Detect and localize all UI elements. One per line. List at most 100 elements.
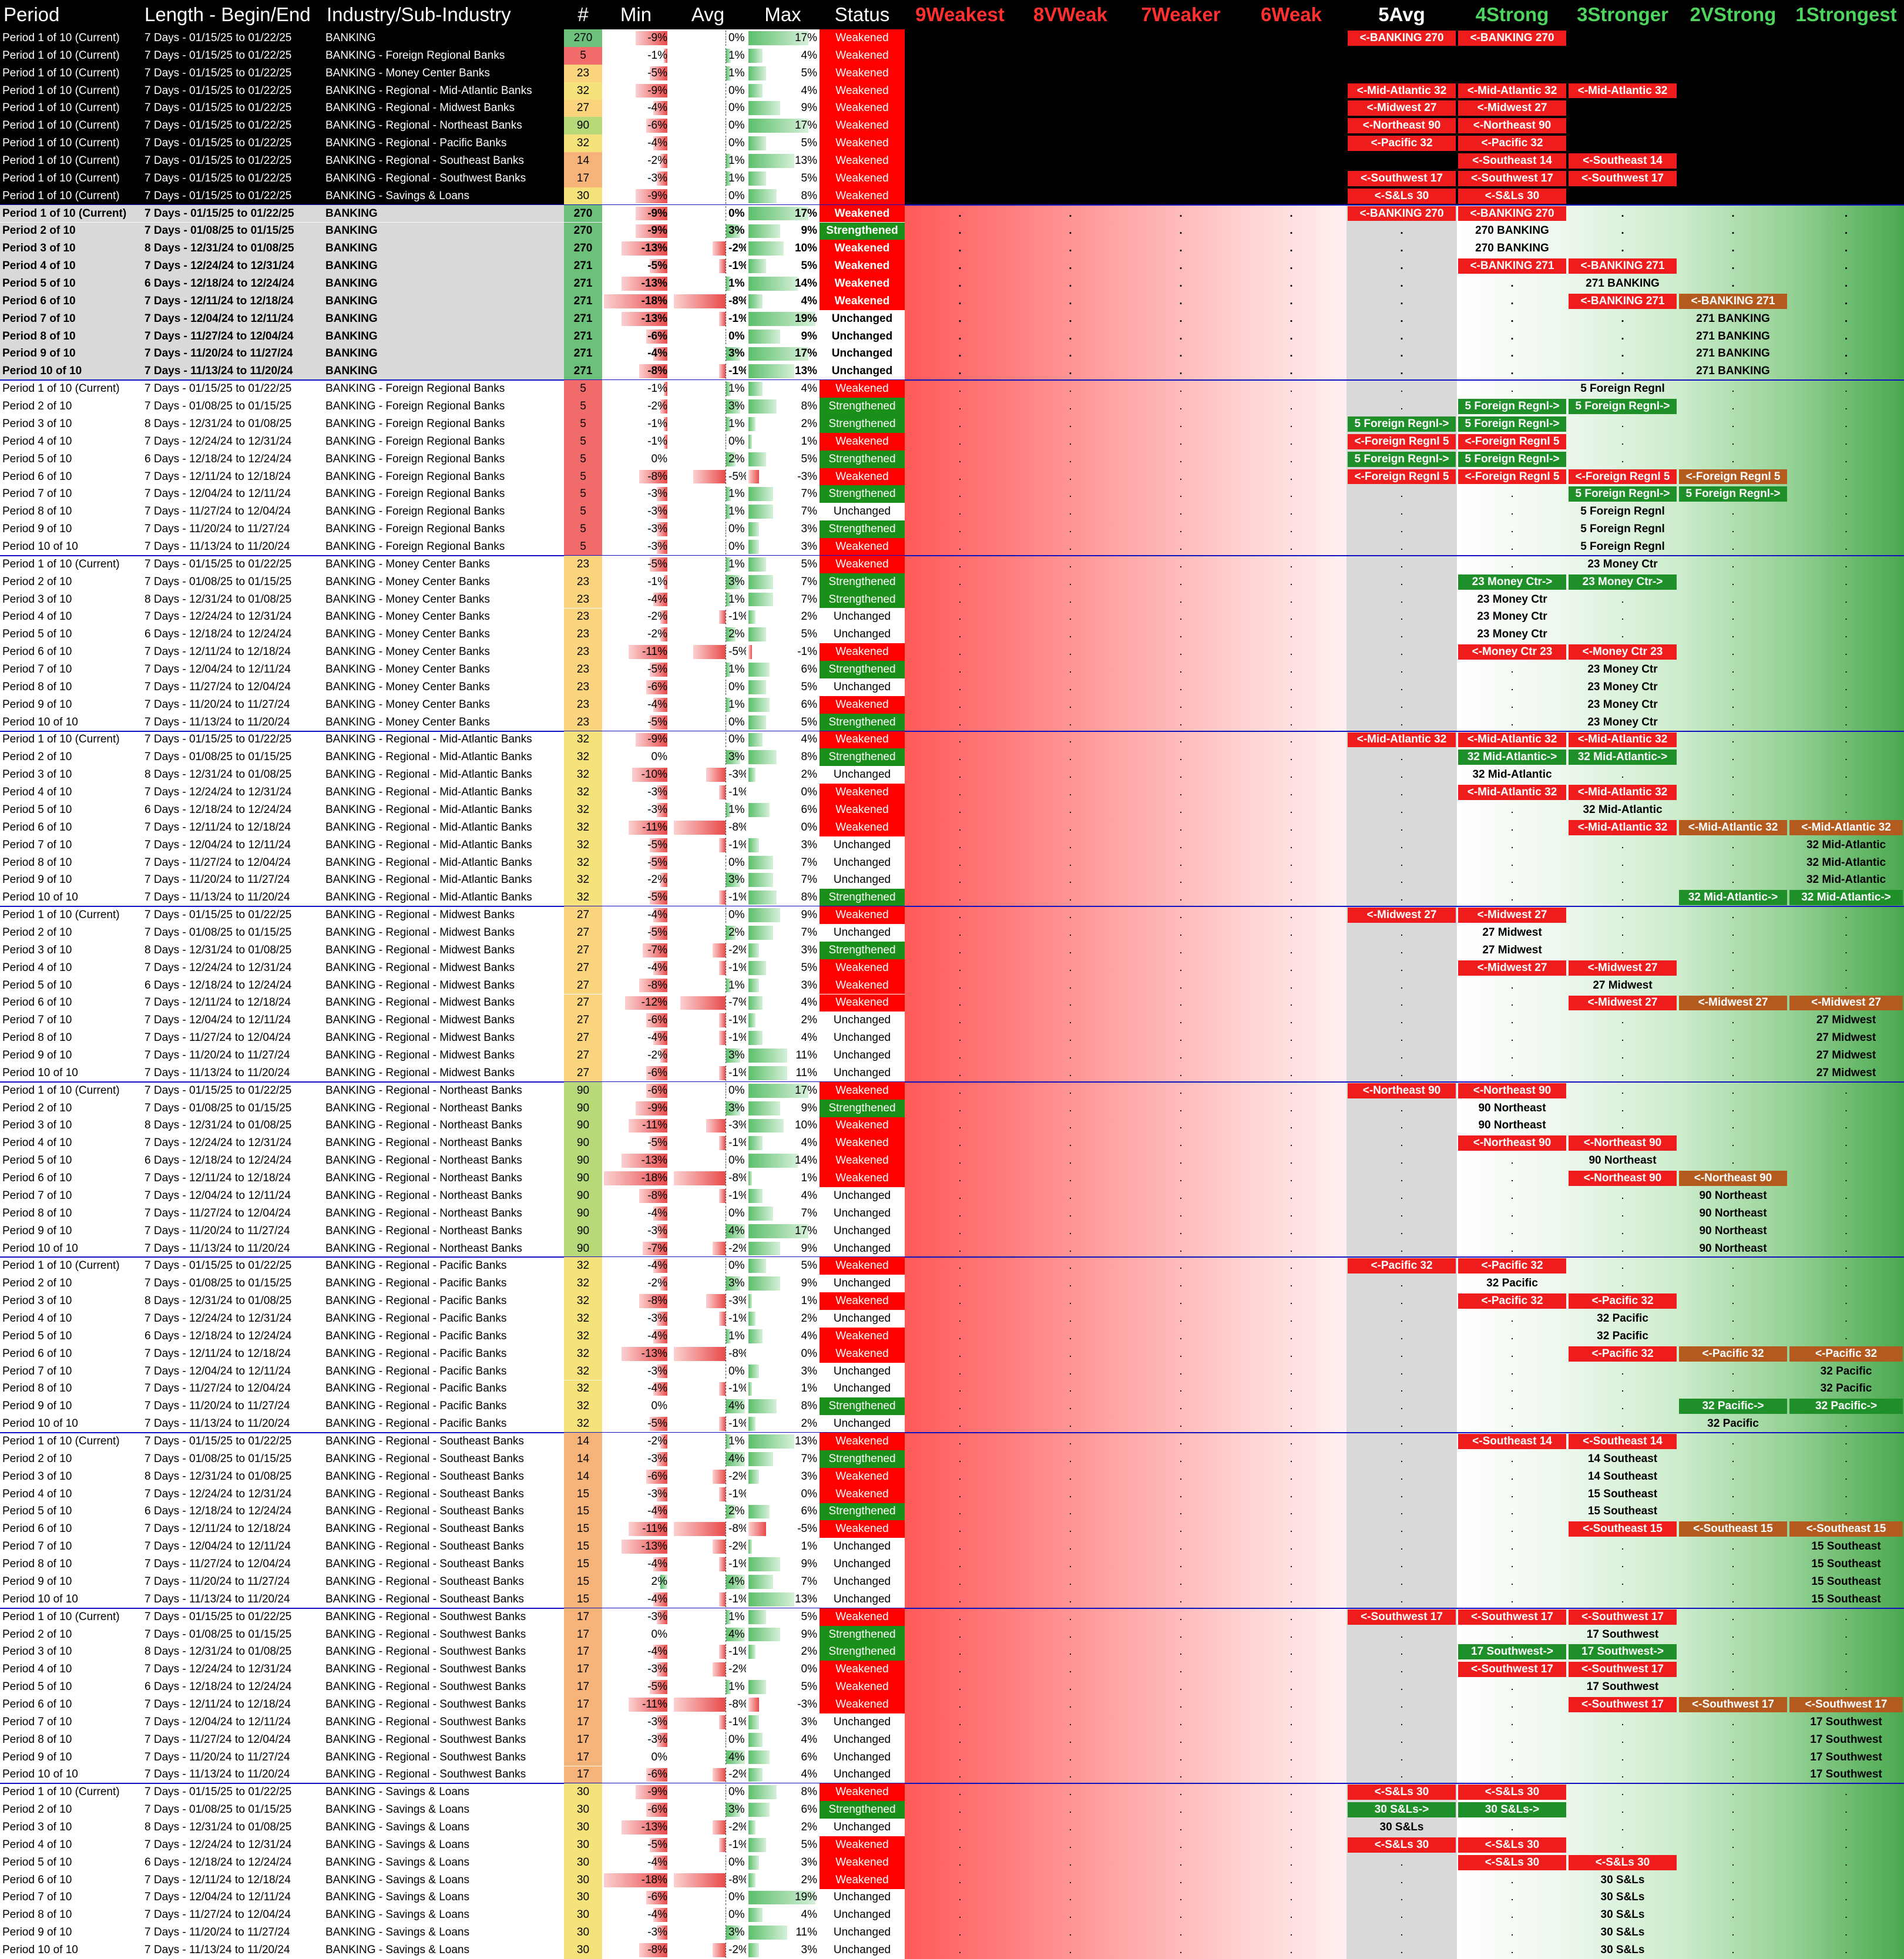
length-cell[interactable]: 7 Days - 11/13/24 to 11/20/24 [145, 1066, 290, 1079]
length-cell[interactable]: 7 Days - 12/24/24 to 12/31/24 [141, 257, 323, 275]
min-cell[interactable]: -3% [602, 1713, 670, 1731]
min-cell[interactable]: -1% [602, 415, 670, 433]
count-cell[interactable]: 32 [564, 854, 602, 872]
max-cell[interactable]: 7% [746, 1573, 820, 1591]
count-cell[interactable]: 15 [564, 1503, 602, 1521]
min-cell[interactable]: -9% [602, 1099, 670, 1117]
count-cell[interactable]: 270 [564, 29, 602, 47]
min-cell[interactable]: -4% [602, 135, 670, 153]
industry-cell[interactable]: BANKING - Money Center Banks [325, 646, 490, 658]
industry-cell[interactable]: BANKING - Regional - Midwest Banks [325, 909, 515, 922]
min-cell[interactable]: -5% [602, 64, 670, 82]
avg-cell[interactable]: 0% [670, 1783, 746, 1802]
count-cell[interactable]: 17 [564, 1643, 602, 1661]
max-cell[interactable]: 3% [746, 1713, 820, 1731]
max-cell[interactable]: 4% [746, 82, 820, 100]
count-cell[interactable]: 23 [564, 64, 602, 82]
industry-cell[interactable]: BANKING - Regional - Mid-Atlantic Banks [325, 768, 532, 781]
length-cell[interactable]: 7 Days - 12/04/24 to 12/11/24 [145, 1189, 291, 1202]
min-cell[interactable]: -9% [602, 204, 670, 223]
count-cell[interactable]: 15 [564, 1590, 602, 1608]
count-cell[interactable]: 27 [564, 976, 602, 994]
min-cell[interactable]: -2% [602, 1275, 670, 1293]
period-cell[interactable]: Period 9 of 10 [0, 345, 141, 363]
max-cell[interactable]: -3% [746, 1696, 820, 1713]
count-cell[interactable]: 30 [564, 1871, 602, 1889]
avg-cell[interactable]: -8% [670, 818, 746, 836]
count-cell[interactable]: 30 [564, 1853, 602, 1871]
period-cell[interactable]: Period 2 of 10 [2, 1803, 72, 1816]
industry-cell[interactable]: BANKING - Money Center Banks [325, 593, 490, 606]
avg-cell[interactable]: -2% [670, 240, 746, 258]
avg-cell[interactable]: -8% [670, 292, 746, 310]
min-cell[interactable]: -3% [602, 1222, 670, 1240]
max-cell[interactable]: 1% [746, 1292, 820, 1311]
count-cell[interactable]: 23 [564, 608, 602, 626]
avg-cell[interactable]: -7% [670, 994, 746, 1012]
period-cell[interactable]: Period 5 of 10 [0, 275, 141, 293]
count-cell[interactable]: 30 [564, 1801, 602, 1819]
industry-cell[interactable]: BANKING [323, 29, 564, 47]
industry-cell[interactable]: BANKING - Regional - Southwest Banks [325, 1768, 526, 1781]
length-cell[interactable]: 7 Days - 12/11/24 to 12/18/24 [145, 1523, 291, 1535]
industry-cell[interactable]: BANKING - Regional - Mid-Atlantic Banks [325, 786, 532, 799]
industry-cell[interactable]: BANKING - Regional - Southeast Banks [323, 152, 564, 170]
period-cell[interactable]: Period 6 of 10 [2, 470, 72, 483]
min-cell[interactable]: -9% [602, 29, 670, 47]
length-cell[interactable]: 7 Days - 12/04/24 to 12/11/24 [145, 1891, 291, 1904]
max-cell[interactable]: 9% [746, 1555, 820, 1573]
industry-cell[interactable]: BANKING - Savings & Loans [325, 1926, 469, 1939]
industry-cell[interactable]: BANKING - Regional - Southeast Banks [325, 1452, 524, 1465]
min-cell[interactable]: -1% [602, 573, 670, 591]
count-cell[interactable]: 27 [564, 941, 602, 959]
industry-cell[interactable]: BANKING [323, 327, 564, 345]
avg-cell[interactable]: -5% [670, 468, 746, 486]
count-cell[interactable]: 90 [564, 1134, 602, 1152]
length-cell[interactable]: 7 Days - 11/27/24 to 12/04/24 [145, 1558, 291, 1571]
min-cell[interactable]: -13% [602, 310, 670, 328]
industry-cell[interactable]: BANKING - Regional - Southwest Banks [325, 1698, 526, 1711]
min-cell[interactable]: -11% [602, 1696, 670, 1713]
avg-cell[interactable]: 3% [670, 1924, 746, 1942]
industry-cell[interactable]: BANKING - Money Center Banks [325, 680, 490, 693]
period-cell[interactable]: Period 1 of 10 (Current) [0, 135, 141, 153]
count-cell[interactable]: 32 [564, 731, 602, 749]
count-cell[interactable]: 32 [564, 1415, 602, 1433]
min-cell[interactable]: -9% [602, 222, 670, 240]
max-cell[interactable]: 6% [746, 1801, 820, 1819]
industry-cell[interactable]: BANKING - Regional - Midwest Banks [323, 99, 564, 117]
period-cell[interactable]: Period 4 of 10 [2, 786, 72, 799]
avg-cell[interactable]: 2% [670, 450, 746, 468]
period-cell[interactable]: Period 1 of 10 (Current) [2, 1259, 120, 1272]
period-cell[interactable]: Period 1 of 10 (Current) [2, 382, 120, 395]
min-cell[interactable]: -4% [602, 1853, 670, 1871]
avg-cell[interactable]: 1% [670, 976, 746, 994]
industry-cell[interactable]: BANKING - Money Center Banks [325, 557, 490, 570]
min-cell[interactable]: -4% [602, 1643, 670, 1661]
length-cell[interactable]: 8 Days - 12/31/24 to 01/08/25 [145, 1119, 292, 1132]
max-cell[interactable]: 5% [746, 135, 820, 153]
min-cell[interactable]: -4% [602, 1590, 670, 1608]
period-cell[interactable]: Period 9 of 10 [2, 873, 72, 886]
industry-cell[interactable]: BANKING - Regional - Mid-Atlantic Banks [325, 733, 532, 746]
period-cell[interactable]: Period 2 of 10 [2, 751, 72, 764]
industry-cell[interactable]: BANKING - Regional - Pacific Banks [325, 1417, 507, 1430]
count-cell[interactable]: 32 [564, 766, 602, 784]
avg-cell[interactable]: -2% [670, 1766, 746, 1784]
period-cell[interactable]: Period 7 of 10 [2, 838, 72, 851]
min-cell[interactable]: -4% [602, 1906, 670, 1924]
max-cell[interactable]: 7% [746, 590, 820, 609]
avg-cell[interactable]: 4% [670, 1397, 746, 1416]
avg-cell[interactable]: 1% [670, 1608, 746, 1626]
max-cell[interactable]: 3% [746, 1362, 820, 1380]
max-cell[interactable]: 9% [746, 906, 820, 925]
length-cell[interactable]: 7 Days - 01/15/25 to 01/22/25 [141, 82, 323, 100]
min-cell[interactable]: -13% [602, 1152, 670, 1170]
avg-cell[interactable]: -2% [670, 1819, 746, 1836]
period-cell[interactable]: Period 7 of 10 [0, 310, 141, 328]
length-cell[interactable]: 7 Days - 01/15/25 to 01/22/25 [141, 117, 323, 135]
industry-cell[interactable]: BANKING - Regional - Midwest Banks [325, 1031, 515, 1044]
period-cell[interactable]: Period 5 of 10 [2, 979, 72, 992]
avg-cell[interactable]: -8% [670, 1520, 746, 1538]
length-cell[interactable]: 7 Days - 12/24/24 to 12/31/24 [145, 961, 292, 974]
